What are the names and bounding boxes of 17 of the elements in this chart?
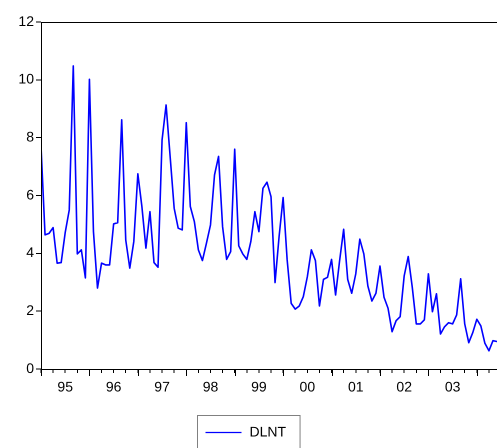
x-tick-label: 02 xyxy=(396,378,412,394)
y-tick-label: 6 xyxy=(26,186,34,202)
x-tick-label: 01 xyxy=(348,378,364,394)
x-tick-label: 98 xyxy=(202,378,218,394)
y-tick-label: 4 xyxy=(26,244,34,260)
x-tick-label: 95 xyxy=(57,378,74,394)
y-tick-label: 8 xyxy=(26,128,34,145)
y-tick-label: 10 xyxy=(18,70,34,87)
y-tick-label: 0 xyxy=(26,360,34,376)
y-tick-label: 12 xyxy=(18,12,34,29)
x-tick-label: 03 xyxy=(444,378,461,394)
legend-label: DLNT xyxy=(250,423,287,440)
x-tick-label: 97 xyxy=(154,378,170,394)
x-tick-label: 96 xyxy=(106,378,122,394)
x-tick-label: 99 xyxy=(251,378,267,394)
x-tick-label: 00 xyxy=(300,378,316,394)
y-tick-label: 2 xyxy=(26,302,34,318)
